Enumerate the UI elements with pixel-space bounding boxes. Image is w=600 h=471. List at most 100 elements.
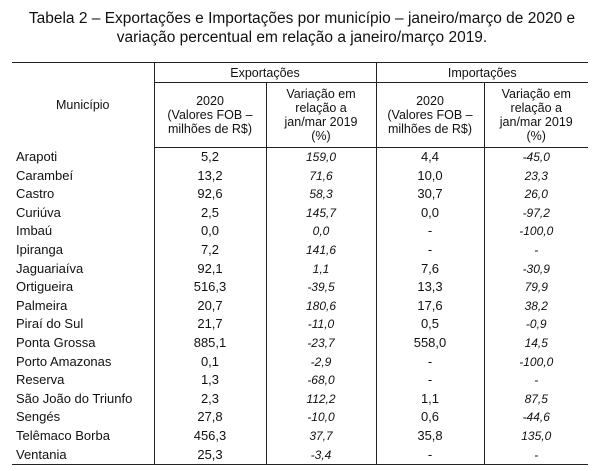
- table-row: Sengés 27,8 -10,0 0,6 -44,6: [12, 408, 588, 427]
- imp-value-cell: 0,0: [375, 203, 484, 223]
- municipio-cell: Jaguariaíva: [16, 260, 84, 276]
- exp-variation-cell: 71,6: [265, 166, 376, 186]
- municipio-cell: Ortigueira: [16, 279, 74, 295]
- exp-value-cell: 27,8: [153, 408, 266, 427]
- imp-variation-cell: 135,0: [483, 426, 588, 446]
- municipio-cell: São João do Triunfo: [16, 390, 133, 406]
- imp-variation-cell: 26,0: [483, 185, 588, 204]
- table-title: Tabela 2 – Exportações e Importações por…: [12, 9, 592, 47]
- exp-variation-cell: 159,0: [265, 147, 376, 167]
- imp-variation-cell: -44,6: [483, 408, 588, 427]
- exp-value-cell: 0,0: [153, 222, 266, 241]
- exp-value-cell: 7,2: [153, 240, 266, 260]
- exp-value-cell: 516,3: [153, 278, 266, 297]
- table-row: São João do Triunfo 2,3 112,2 1,1 87,5: [12, 389, 588, 409]
- imp-value-cell: 7,6: [375, 259, 484, 279]
- exp-variation-cell: -23,7: [265, 333, 376, 353]
- municipio-cell: Curiúva: [16, 204, 61, 220]
- imp-variation-cell: -97,2: [483, 203, 588, 223]
- table-row: Curiúva 2,5 145,7 0,0 -97,2: [12, 203, 588, 223]
- imp-variation-cell: -100,0: [483, 222, 588, 241]
- exp-variation-cell: -68,0: [265, 371, 376, 390]
- header-imp-variacao: Variação em relação a jan/mar 2019 (%): [483, 82, 588, 148]
- imp-value-cell: 1,1: [375, 389, 484, 409]
- table-row: Ponta Grossa 885,1 -23,7 558,0 14,5: [12, 333, 588, 353]
- municipio-cell: Imbaú: [16, 223, 53, 239]
- exp-variation-cell: 37,7: [265, 426, 376, 446]
- exp-value-cell: 20,7: [153, 296, 266, 316]
- table-body: Arapoti 5,2 159,0 4,4 -45,0 Carambeí 13,2 71,6 1…: [12, 147, 588, 466]
- exp-variation-cell: -3,4: [265, 445, 376, 466]
- imp-value-cell: 30,7: [375, 185, 484, 204]
- title-line-1: Tabela 2 – Exportações e Importações por…: [28, 10, 576, 27]
- imp-value-cell: -: [375, 352, 484, 372]
- municipio-cell: Porto Amazonas: [16, 353, 112, 369]
- exp-variation-cell: -39,5: [265, 278, 376, 297]
- imp-variation-cell: 79,9: [483, 278, 588, 297]
- imp-variation-cell: 14,5: [483, 333, 588, 353]
- imp-variation-cell: 87,5: [483, 389, 588, 409]
- exp-variation-cell: -10,0: [265, 408, 376, 427]
- exp-value-cell: 2,3: [153, 389, 266, 409]
- imp-variation-cell: 23,3: [483, 166, 588, 186]
- table-row: Palmeira 20,7 180,6 17,6 38,2: [12, 296, 588, 316]
- exp-value-cell: 13,2: [153, 166, 266, 186]
- exp-value-cell: 1,3: [153, 371, 266, 390]
- header-exp-variacao: Variação em relação a jan/mar 2019 (%): [265, 82, 376, 148]
- imp-value-cell: 10,0: [375, 166, 484, 186]
- imp-value-cell: 558,0: [375, 333, 484, 353]
- municipio-cell: Telêmaco Borba: [16, 427, 110, 443]
- municipio-cell: Ponta Grossa: [16, 334, 96, 350]
- municipio-cell: Arapoti: [16, 148, 58, 164]
- table-row: Carambeí 13,2 71,6 10,0 23,3: [12, 166, 588, 186]
- municipio-cell: Palmeira: [16, 297, 68, 313]
- imp-variation-cell: -: [483, 371, 588, 390]
- imp-value-cell: 4,4: [375, 147, 484, 167]
- exp-value-cell: 0,1: [153, 352, 266, 372]
- title-line-2: variação percentual em relação a janeiro…: [116, 29, 488, 46]
- table-row: Ortigueira 516,3 -39,5 13,3 79,9: [12, 278, 588, 297]
- table-row: Ventania 25,3 -3,4- -: [12, 445, 588, 466]
- table-row: Imbaú 0,0 0,0- -100,0: [12, 222, 588, 241]
- exp-variation-cell: -2,9: [265, 352, 376, 372]
- table-row: Piraí do Sul 21,7 -11,0 0,5 -0,9: [12, 315, 588, 334]
- header-exportacoes: Exportações: [153, 62, 376, 83]
- municipio-cell: Piraí do Sul: [16, 316, 84, 332]
- header-imp-valores: 2020 (Valores FOB – milhões de R$): [375, 82, 484, 148]
- header-exp-valores: 2020 (Valores FOB – milhões de R$): [153, 82, 266, 148]
- data-table: Município Exportações Importações 2020 (…: [12, 62, 588, 466]
- imp-value-cell: -: [375, 445, 484, 466]
- municipio-cell: Ipiranga: [16, 241, 63, 257]
- imp-value-cell: 13,3: [375, 278, 484, 297]
- imp-variation-cell: 38,2: [483, 296, 588, 316]
- table-row: Reserva 1,3 -68,0- -: [12, 371, 588, 390]
- imp-variation-cell: -: [483, 240, 588, 260]
- imp-value-cell: -: [375, 371, 484, 390]
- exp-variation-cell: 1,1: [265, 259, 376, 279]
- exp-variation-cell: 58,3: [265, 185, 376, 204]
- exp-variation-cell: 112,2: [265, 389, 376, 409]
- exp-value-cell: 5,2: [153, 147, 266, 167]
- municipio-cell: Ventania: [12, 445, 154, 466]
- exp-value-cell: 92,1: [153, 259, 266, 279]
- table-row: Telêmaco Borba 456,3 37,7 35,8 135,0: [12, 426, 588, 446]
- municipio-cell: Castro: [16, 186, 55, 202]
- exp-variation-cell: 145,7: [265, 203, 376, 223]
- imp-variation-cell: -30,9: [483, 259, 588, 279]
- exp-variation-cell: 180,6: [265, 296, 376, 316]
- table-row: Jaguariaíva 92,1 1,1 7,6 -30,9: [12, 259, 588, 279]
- exp-value-cell: 456,3: [153, 426, 266, 446]
- header-municipio: Município: [12, 62, 154, 148]
- imp-variation-cell: -45,0: [483, 147, 588, 167]
- imp-variation-cell: -100,0: [483, 352, 588, 372]
- table-row: Porto Amazonas 0,1 -2,9- -100,0: [12, 352, 588, 372]
- imp-value-cell: -: [375, 240, 484, 260]
- table-row: Ipiranga 7,2 141,6- -: [12, 240, 588, 260]
- municipio-cell: Sengés: [16, 409, 61, 425]
- exp-variation-cell: 0,0: [265, 222, 376, 241]
- imp-variation-cell: -0,9: [483, 315, 588, 334]
- exp-value-cell: 885,1: [153, 333, 266, 353]
- municipio-cell: Reserva: [16, 372, 65, 388]
- imp-value-cell: 0,5: [375, 315, 484, 334]
- imp-value-cell: -: [375, 222, 484, 241]
